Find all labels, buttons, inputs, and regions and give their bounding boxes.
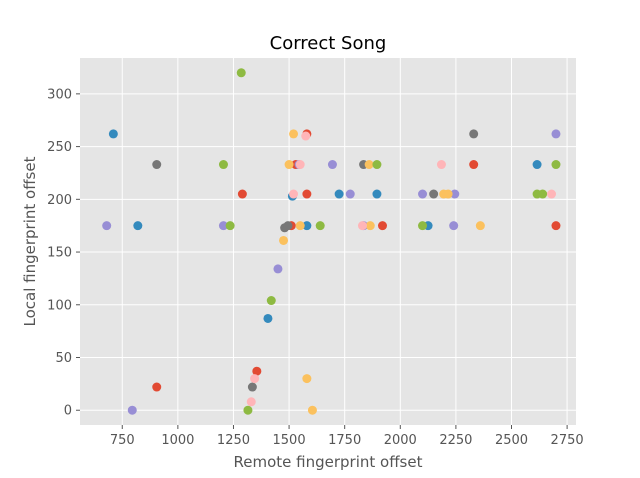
y-tick-label: 200 <box>47 193 72 208</box>
scatter-point <box>250 374 260 384</box>
scatter-point <box>225 221 235 231</box>
data-points <box>102 68 561 415</box>
x-axis-label: Remote fingerprint offset <box>234 453 423 471</box>
scatter-point <box>443 189 453 199</box>
scatter-point <box>372 189 382 199</box>
plot-background <box>80 58 576 425</box>
scatter-point <box>307 405 317 415</box>
scatter-point <box>302 374 312 384</box>
y-tick-label: 150 <box>47 246 72 261</box>
scatter-point <box>334 189 344 199</box>
scatter-point <box>364 160 374 170</box>
axis-ticks: 750 1000 1250 1500 1750 2000 2250 2500 2750 0 50 10… <box>47 87 583 448</box>
y-tick-label: 250 <box>47 140 72 155</box>
y-axis-label: Local fingerprint offset <box>21 156 39 326</box>
scatter-point <box>102 221 112 231</box>
scatter-point <box>252 366 262 376</box>
grid-lines <box>80 58 576 425</box>
scatter-point <box>127 405 137 415</box>
scatter-point <box>295 160 305 170</box>
scatter-point <box>237 189 247 199</box>
scatter-point <box>538 189 548 199</box>
scatter-point <box>365 221 375 231</box>
chart-title: Correct Song <box>270 33 387 54</box>
y-tick-label: 0 <box>64 404 72 419</box>
scatter-point <box>327 160 337 170</box>
scatter-point <box>218 160 228 170</box>
y-tick-label: 50 <box>55 351 72 366</box>
scatter-point <box>301 131 311 141</box>
scatter-point <box>273 264 283 274</box>
scatter-point <box>289 129 299 139</box>
scatter-point <box>418 189 428 199</box>
x-tick-label: 2250 <box>439 433 472 448</box>
x-tick-label: 2500 <box>495 433 528 448</box>
scatter-point <box>152 160 162 170</box>
x-tick-label: 750 <box>110 433 135 448</box>
x-tick-label: 2000 <box>384 433 417 448</box>
scatter-point <box>236 68 246 78</box>
scatter-point <box>551 221 561 231</box>
scatter-point <box>547 189 557 199</box>
scatter-point <box>243 405 253 415</box>
scatter-point <box>263 313 273 323</box>
scatter-point <box>302 221 312 231</box>
scatter-point <box>551 129 561 139</box>
scatter-point <box>279 235 289 245</box>
scatter-point <box>247 382 257 392</box>
scatter-point <box>302 189 312 199</box>
scatter-point <box>315 221 325 231</box>
x-tick-label: 2750 <box>551 433 584 448</box>
scatter-point <box>418 221 428 231</box>
scatter-point <box>551 160 561 170</box>
x-tick-label: 1500 <box>273 433 306 448</box>
scatter-point <box>289 189 299 199</box>
scatter-point <box>133 221 143 231</box>
scatter-point <box>436 160 446 170</box>
y-tick-label: 100 <box>47 298 72 313</box>
scatter-point <box>449 221 459 231</box>
scatter-point <box>152 382 162 392</box>
scatter-point <box>377 221 387 231</box>
scatter-point <box>372 160 382 170</box>
scatter-point <box>345 189 355 199</box>
scatter-point <box>283 221 293 231</box>
x-tick-label: 1250 <box>217 433 250 448</box>
scatter-point <box>218 221 228 231</box>
scatter-point <box>469 160 479 170</box>
scatter-point <box>450 189 460 199</box>
scatter-point <box>475 221 485 231</box>
scatter-point <box>429 189 439 199</box>
scatter-point <box>284 160 294 170</box>
scatter-point <box>469 129 479 139</box>
scatter-point <box>266 296 276 306</box>
scatter-point <box>357 221 367 231</box>
scatter-point <box>246 397 256 407</box>
x-tick-label: 1750 <box>328 433 361 448</box>
scatter-point <box>295 221 305 231</box>
scatter-point <box>532 160 542 170</box>
y-tick-label: 300 <box>47 87 72 102</box>
scatter-point <box>108 129 118 139</box>
x-tick-label: 1000 <box>161 433 194 448</box>
